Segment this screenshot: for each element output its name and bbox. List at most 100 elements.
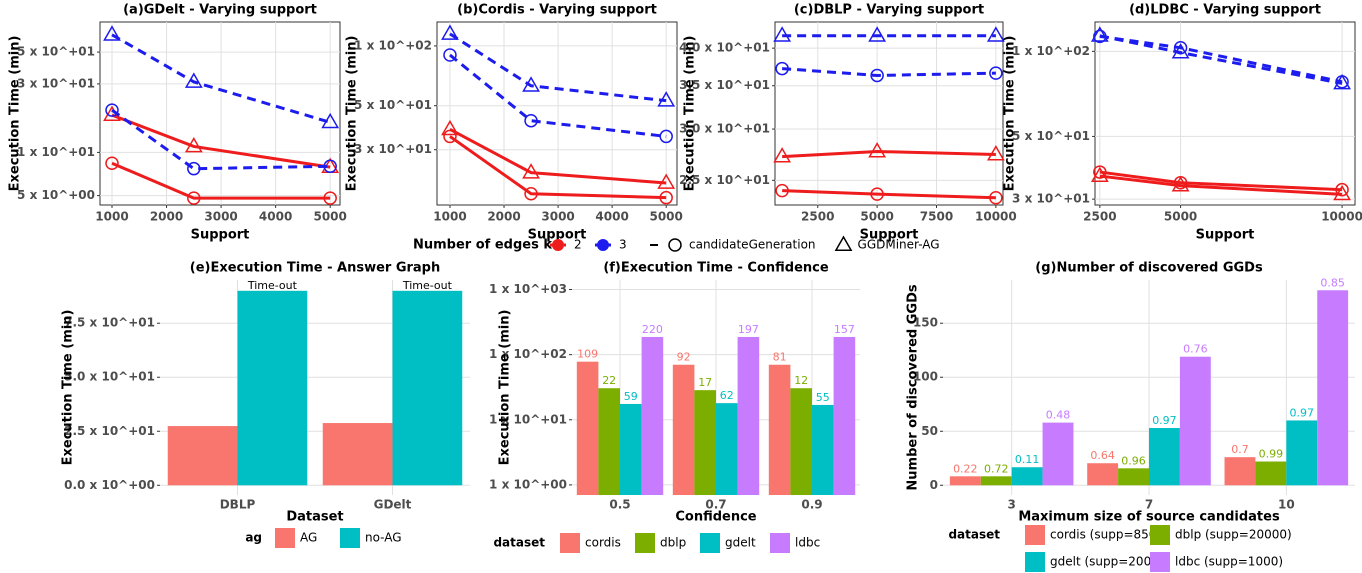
marker <box>187 191 201 205</box>
y-tick-label: 4.0 x 10^+01 <box>679 41 770 55</box>
y-tick-label: 1 x 10^+02 <box>1012 44 1090 58</box>
y-tick-label: 5 x 10^+01 <box>354 98 432 112</box>
marker <box>524 113 538 128</box>
legend-label: gdelt <box>725 536 756 550</box>
x-axis-title: Support <box>528 228 587 243</box>
legend-swatch <box>1150 552 1170 572</box>
y-tick-label: 1 x 10^+00 <box>489 477 567 491</box>
value-label: 157 <box>834 323 855 336</box>
value-label: 55 <box>816 391 830 404</box>
legend-swatch <box>700 533 720 553</box>
value-label: 0.97 <box>1152 414 1177 427</box>
value-label: 0.97 <box>1290 406 1315 419</box>
legend-label: 2 <box>574 238 582 252</box>
legend-key <box>597 239 609 251</box>
marker <box>989 190 1003 205</box>
marker <box>659 190 673 205</box>
legend-title: Number of edges k <box>413 238 552 253</box>
legend-swatch <box>340 528 360 548</box>
y-axis-title: Execution Time (min) <box>1003 36 1018 192</box>
y-tick-label: 3 x 10^+01 <box>1012 192 1090 206</box>
chart-title: (b)Cordis - Varying support <box>457 3 657 18</box>
marker <box>441 119 459 136</box>
bar <box>768 364 791 495</box>
y-tick-label: 1 x 10^+01 <box>17 145 95 159</box>
y-axis-title: Execution Time (min) <box>498 310 513 466</box>
bar <box>1286 420 1318 486</box>
x-tick-label: 1000 <box>433 210 466 224</box>
y-tick-label: 100 <box>913 370 938 384</box>
bar <box>1317 290 1349 486</box>
x-axis-title: Dataset <box>286 510 343 525</box>
legend-label: cordis (supp=8500) <box>1050 528 1169 542</box>
bar <box>980 476 1012 486</box>
marker <box>524 187 538 201</box>
x-tick-label: 4000 <box>259 210 292 224</box>
line <box>1099 34 1343 84</box>
marker <box>773 147 792 163</box>
chart-title: (c)DBLP - Varying support <box>794 3 984 18</box>
line <box>111 113 331 169</box>
x-tick-label: 3 <box>1007 498 1015 512</box>
line <box>1099 34 1343 85</box>
value-label: 109 <box>577 348 598 361</box>
marker <box>775 61 789 76</box>
x-tick-label: 5000 <box>860 210 893 224</box>
line <box>449 53 667 138</box>
x-axis-title: Support <box>1196 228 1255 243</box>
bar <box>620 403 642 495</box>
value-label: 0.7 <box>1231 443 1249 456</box>
bar <box>1011 467 1043 486</box>
line <box>782 67 996 77</box>
legend-swatch <box>275 528 295 548</box>
marker <box>441 24 459 40</box>
y-axis-title: Execution Time (min) <box>683 36 698 192</box>
marker <box>323 159 337 174</box>
bar <box>716 403 738 495</box>
legend-swatch <box>635 533 655 553</box>
value-label: 197 <box>738 323 759 336</box>
legend-label: GGDMiner-AG <box>858 238 940 252</box>
value-label: 59 <box>624 390 638 403</box>
marker <box>868 26 887 42</box>
x-tick-label: 0.7 <box>705 498 726 512</box>
marker <box>657 173 676 189</box>
y-axis-title: Number of discovered GGDs <box>906 284 921 490</box>
value-label: 22 <box>602 374 616 387</box>
bar <box>1087 463 1119 486</box>
marker <box>105 103 119 117</box>
y-tick-label: 50 <box>921 424 938 438</box>
value-label: 0.99 <box>1259 448 1284 461</box>
bar <box>392 290 463 486</box>
marker <box>870 68 884 83</box>
bar <box>672 364 695 495</box>
marker <box>775 183 789 198</box>
bar <box>237 290 308 486</box>
plot-panel <box>1094 21 1356 206</box>
line <box>449 135 667 200</box>
x-tick-label: 5000 <box>649 210 682 224</box>
x-axis-title: Confidence <box>675 510 756 525</box>
marker <box>1335 182 1349 197</box>
bar <box>790 388 812 495</box>
legend-label: ldbc (supp=1000) <box>1175 555 1283 569</box>
y-tick-label: 1 x 10^+01 <box>489 412 567 426</box>
x-tick-label: 2000 <box>150 210 183 224</box>
line <box>1099 174 1343 196</box>
y-tick-label: 5 x 10^+00 <box>17 188 95 202</box>
bar <box>1179 356 1211 486</box>
marker <box>1171 43 1190 59</box>
line <box>449 32 667 103</box>
chart-title: (f)Execution Time - Confidence <box>603 261 829 276</box>
marker <box>105 156 119 171</box>
marker <box>834 235 853 251</box>
x-axis-title: Support <box>191 228 250 243</box>
x-tick-label: 10000 <box>975 210 1017 224</box>
marker <box>443 48 457 62</box>
x-tick-label: DBLP <box>220 498 256 512</box>
bar <box>737 336 760 495</box>
x-tick-label: 2500 <box>801 210 834 224</box>
marker <box>1090 26 1109 42</box>
marker <box>187 161 201 176</box>
